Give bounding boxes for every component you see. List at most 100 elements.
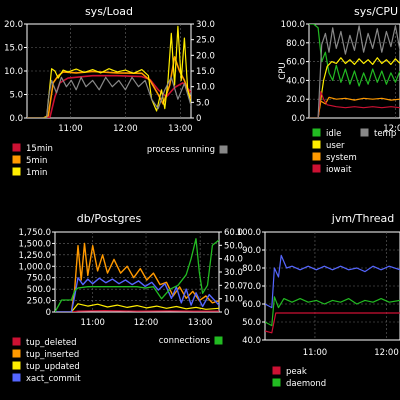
x-tick-label: 12:00: [134, 318, 159, 328]
legend-swatch: [271, 377, 282, 388]
series-line-peak: [265, 312, 400, 334]
y2-tick-label: 50.0: [224, 241, 243, 251]
legend-label: tup_updated: [26, 362, 80, 372]
legend-label: daemond: [286, 379, 326, 389]
y-tick-label: 60.0: [286, 58, 305, 68]
series-line-daemond: [265, 296, 400, 327]
y2-tick-label: 15.0: [196, 67, 215, 77]
y-tick-label: 100.0: [281, 20, 305, 30]
legend-label: user: [326, 141, 345, 151]
legend-swatch: [213, 335, 224, 346]
legend-label: 15min: [26, 144, 53, 154]
legend-label: tup_deleted: [26, 338, 77, 348]
y-tick-label: 500.0: [27, 285, 51, 295]
legend-swatch: [271, 365, 282, 376]
y-tick-label: 1,500.0: [19, 239, 51, 249]
series-line-thread-count: [265, 254, 400, 309]
y-tick-label: 50.0: [242, 318, 261, 328]
chart-panel-1: sys/Load 0.0 5.0 10.0 15.0 20.0 0 5.0 10.0 15.0 20…: [4, 5, 229, 178]
legend-label: process running: [147, 145, 215, 155]
y-tick-label: 5.0: [9, 91, 23, 101]
series-line-temp: [309, 25, 400, 118]
y-tick-label: 1,250.0: [19, 251, 51, 261]
x-tick-label: 11:00: [303, 348, 328, 358]
y-axis-label: CPU: [278, 62, 288, 79]
legend-label: system: [326, 153, 357, 163]
x-tick-label: 13:00: [188, 318, 213, 328]
plot-frame: [308, 23, 400, 119]
series-line-iowait: [309, 91, 400, 118]
y-tick-label: 100.0: [237, 228, 261, 238]
y2-tick-label: 5.0: [196, 98, 210, 108]
series-line-user: [309, 57, 400, 118]
y-tick-label: 0.0: [9, 114, 23, 124]
y-tick-label: 0.0: [291, 114, 305, 124]
legend-label: idle: [326, 129, 341, 139]
series-line-tup-deleted: [55, 310, 219, 312]
y2-tick-label: 10.0: [224, 295, 243, 305]
y2-tick-label: 10.0: [196, 83, 215, 93]
y-tick-label: 250.0: [27, 297, 51, 307]
legend-swatch: [218, 144, 229, 155]
y-tick-label: 20.0: [286, 95, 305, 105]
legend-swatch: [311, 127, 322, 138]
y-tick-label: 750.0: [27, 274, 51, 284]
chart-title: sys/CPU: [354, 5, 398, 18]
y2-tick-label: 30.0: [224, 268, 243, 278]
legend-label: iowait: [326, 165, 352, 175]
chart-panel-2: sys/CPU 0.0 20.0 40.0 60.0 80.0 100.0 CPU 12:00 i…: [278, 5, 400, 175]
legend-swatch: [11, 166, 22, 177]
legend-label: temp: [374, 129, 396, 139]
chart-title: db/Postgres: [77, 212, 142, 225]
y-tick-label: 20.0: [4, 20, 23, 30]
y2-tick-label: 40.0: [224, 255, 243, 265]
y2-tick-label: 25.0: [196, 36, 215, 46]
y-tick-label: 60.0: [242, 300, 261, 310]
series-line-5min: [27, 56, 191, 118]
x-tick-label: 13:00: [168, 124, 193, 134]
legend-label: 5min: [26, 156, 47, 166]
y-tick-label: 1,000.0: [19, 262, 51, 272]
y-tick-label: 10.0: [4, 67, 23, 77]
y-tick-label: 40.0: [286, 76, 305, 86]
legend-swatch: [311, 139, 322, 150]
series-line-15min: [27, 74, 191, 118]
y2-tick-label: 0: [196, 114, 201, 124]
chart-panel-4: jvm/Thread 40.0 50.0 60.0 70.0 80.0 90.0 100.0 1…: [237, 212, 400, 389]
legend-swatch: [11, 336, 22, 347]
series-line-system: [309, 96, 400, 118]
y-tick-label: 40.0: [242, 336, 261, 346]
legend-label: xact_commit: [26, 374, 81, 384]
y2-tick-label: 60.0: [224, 228, 243, 238]
y-tick-label: 0: [46, 308, 51, 318]
legend-swatch: [311, 163, 322, 174]
legend-swatch: [11, 348, 22, 359]
series-line-idle: [309, 24, 400, 87]
series-line-process-running: [27, 76, 191, 118]
legend-swatch: [11, 360, 22, 371]
y-tick-label: 90.0: [242, 246, 261, 256]
y-tick-label: 15.0: [4, 44, 23, 54]
legend-label: tup_inserted: [26, 350, 79, 360]
legend-swatch: [311, 151, 322, 162]
legend-label: 1min: [26, 168, 47, 178]
series-line-tup-updated: [55, 303, 219, 312]
x-tick-label: 11:00: [80, 318, 105, 328]
series-line-connections: [55, 238, 219, 312]
chart-title: jvm/Thread: [331, 212, 394, 225]
y-tick-label: 80.0: [286, 39, 305, 49]
series-line-tup-inserted: [55, 242, 219, 312]
chart-panel-3: db/Postgres0250.0500.0750.01,000.01,250.…: [11, 212, 243, 384]
legend-swatch: [11, 372, 22, 383]
y2-tick-label: 20.0: [224, 281, 243, 291]
y2-tick-label: 20.0: [196, 51, 215, 61]
y2-tick-label: 30.0: [196, 20, 215, 30]
y-tick-label: 80.0: [242, 264, 261, 274]
legend-swatch: [359, 127, 370, 138]
x-tick-label: 12:00: [113, 124, 138, 134]
x-tick-label: 11:00: [58, 124, 83, 134]
legend-label: connections: [159, 336, 211, 346]
y-tick-label: 70.0: [242, 282, 261, 292]
y2-tick-label: 0: [224, 308, 229, 318]
